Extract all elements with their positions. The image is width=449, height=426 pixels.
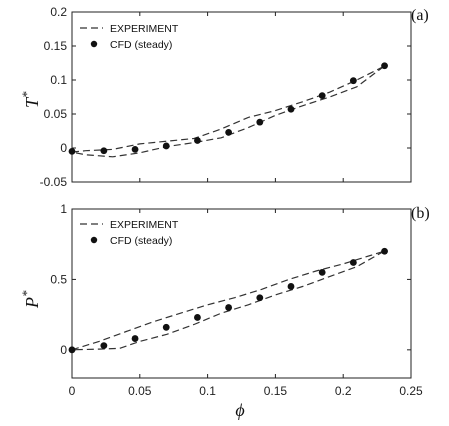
panel-b-y-label-sup: *: [19, 290, 34, 297]
panel-a-cfd-point: [287, 105, 295, 113]
panel-a-experiment-line: [71, 65, 385, 158]
panel-a-legend-cfd-swatch: [90, 40, 98, 48]
panel-b-y-tick-label: 0: [60, 343, 67, 357]
panel-a-experiment-line: [71, 65, 385, 153]
panel-b-tag: (b): [411, 205, 430, 222]
panel-b-x-tick-label: 0: [69, 384, 76, 398]
panel-b-y-tick-label: 0.5: [50, 272, 67, 286]
panel-a-cfd-point: [194, 137, 201, 144]
panel-a-y-label-sup: *: [19, 91, 34, 98]
panel-b-legend-cfd-swatch: [90, 236, 98, 244]
panel-a-frame: [71, 11, 412, 183]
panel-b-y-label-main: P: [22, 297, 42, 309]
panel-b-experiment-line: [71, 250, 385, 351]
panel-b-y-label: P*: [19, 290, 42, 309]
panel-a-y-tick-label: 0.05: [44, 107, 68, 121]
panel-b-x-tick-label: 0.1: [199, 384, 216, 398]
panel-b-cfd-point: [225, 304, 233, 311]
panel-a-cfd-point: [162, 142, 170, 150]
panel-a: -0.05 0 0.05 0.1 0.15 0.2 (a) T* EXPERIMENT C…: [19, 5, 429, 189]
panel-b-cfd-point: [194, 314, 201, 321]
panel-a-y-tick-label: 0.15: [44, 39, 68, 53]
panel-b-x-tick-label: 0.15: [264, 384, 288, 398]
panel-a-cfd-point: [100, 147, 108, 155]
panel-b-cfd-point: [381, 247, 388, 255]
panel-a-legend-cfd-label: CFD (steady): [110, 39, 172, 51]
panel-b-cfd-point: [100, 342, 108, 350]
panel-b-x-ticks: 0 0.05 0.1 0.15 0.2 0.25: [69, 209, 423, 398]
panel-a-legend-experiment-label: EXPERIMENT: [110, 23, 179, 35]
panel-b-series: [68, 247, 388, 354]
panel-a-y-ticks: -0.05 0 0.05 0.1 0.15 0.2: [40, 5, 412, 189]
panel-a-cfd-point: [256, 118, 264, 126]
panel-a-y-tick-label: 0: [60, 141, 67, 155]
panel-b-y-ticks: 00.51: [50, 202, 411, 357]
panel-b-cfd-point: [349, 259, 357, 266]
panel-b: 00.51 0 0.05 0.1 0.15 0.2 0.25 (b) P* ϕ EXPER…: [19, 202, 430, 420]
panel-b-cfd-point: [256, 294, 264, 302]
panel-b-cfd-point: [287, 283, 295, 290]
panel-b-x-tick-label: 0.05: [128, 384, 152, 398]
panel-b-cfd-point: [318, 268, 326, 276]
panel-b-y-tick-label: 1: [60, 202, 67, 216]
panel-a-series: [68, 62, 388, 158]
panel-a-y-tick-label: 0.2: [50, 5, 67, 19]
panel-a-cfd-point: [318, 92, 326, 100]
panel-b-legend-experiment-label: EXPERIMENT: [110, 219, 179, 231]
panel-a-legend: EXPERIMENT CFD (steady): [80, 23, 179, 51]
panel-b-x-label: ϕ: [235, 400, 244, 420]
panel-a-y-label: T*: [19, 91, 42, 108]
panel-b-frame: [71, 208, 412, 379]
panel-b-legend: EXPERIMENT CFD (steady): [80, 219, 179, 247]
panel-a-cfd-point: [349, 77, 357, 85]
panel-a-cfd-point: [225, 128, 233, 136]
panel-a-tag: (a): [411, 7, 429, 24]
panel-a-cfd-point: [131, 145, 139, 153]
panel-b-experiment-line: [71, 250, 385, 351]
panel-a-y-tick-label: 0.1: [50, 73, 67, 87]
panel-b-legend-cfd-label: CFD (steady): [110, 235, 172, 247]
panel-b-cfd-point: [68, 346, 76, 354]
panel-b-cfd-point: [162, 323, 170, 331]
panel-b-x-tick-label: 0.2: [335, 384, 352, 398]
panel-a-y-label-main: T: [22, 96, 42, 108]
panel-a-cfd-point: [381, 62, 388, 70]
panel-b-cfd-point: [131, 335, 139, 342]
panel-a-y-tick-label: -0.05: [40, 175, 68, 189]
panel-a-cfd-point: [68, 148, 76, 155]
panel-b-x-tick-label: 0.25: [399, 384, 423, 398]
